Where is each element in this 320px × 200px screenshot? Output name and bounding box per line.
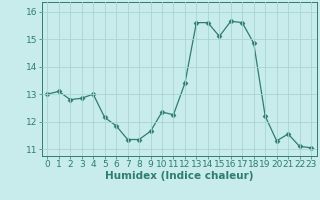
X-axis label: Humidex (Indice chaleur): Humidex (Indice chaleur) bbox=[105, 171, 253, 181]
